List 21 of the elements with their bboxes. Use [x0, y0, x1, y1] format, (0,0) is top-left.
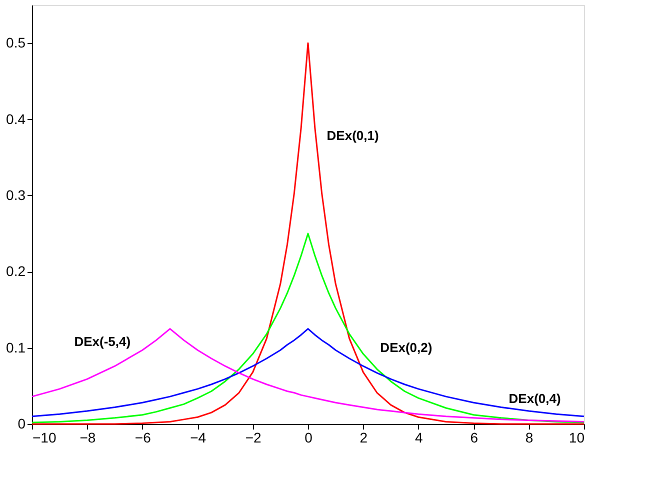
- x-tick-label: 2: [360, 430, 368, 446]
- x-tick-label: −8: [80, 430, 96, 446]
- y-tick-label: 0.1: [6, 339, 26, 356]
- x-tick-label: 4: [415, 430, 423, 446]
- series-label: DEx(0,2): [380, 340, 432, 355]
- x-tick-label: −6: [134, 430, 152, 446]
- y-tick-label: 0.4: [6, 110, 26, 127]
- x-tick-label: 10: [568, 430, 585, 446]
- x-tick-label: 0: [304, 430, 313, 446]
- series-label: DEx(-5,4): [74, 334, 131, 350]
- y-tick-label: 0: [18, 416, 26, 432]
- x-tick-label: 8: [525, 430, 534, 446]
- y-tick-label: 0.5: [6, 34, 26, 51]
- series-label: DEx(0,4): [508, 391, 561, 406]
- x-tick-label: −4: [190, 430, 206, 446]
- y-tick-label: 0.3: [6, 186, 26, 203]
- y-tick-label: 0.2: [6, 263, 26, 280]
- x-tick-label: 6: [470, 430, 478, 446]
- x-tick-label: −10: [32, 430, 56, 446]
- x-tick-label: −2: [245, 430, 262, 446]
- series-label: DEx(0,1): [326, 128, 379, 144]
